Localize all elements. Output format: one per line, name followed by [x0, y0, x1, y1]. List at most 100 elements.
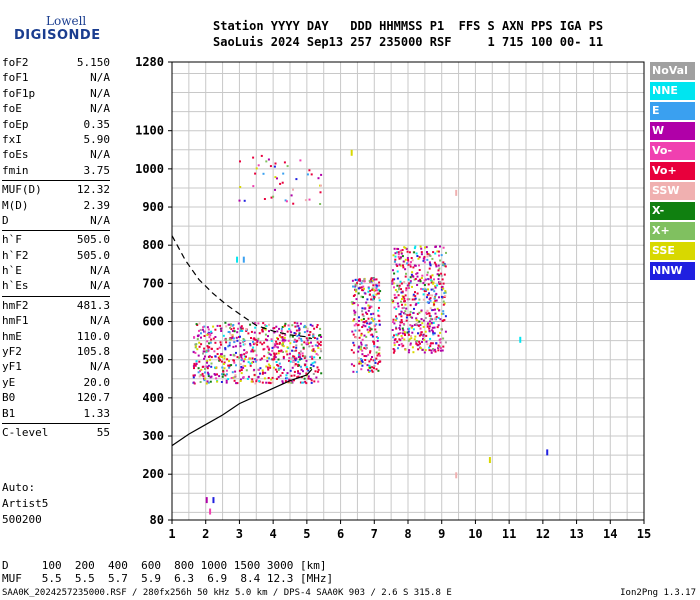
echo-point: [394, 289, 397, 291]
echo-point: [239, 329, 242, 332]
echo-point: [364, 344, 367, 347]
echo-point: [271, 346, 274, 349]
echo-point: [236, 356, 239, 359]
echo-point: [274, 344, 277, 347]
echo-point: [273, 355, 276, 358]
echo-point: [426, 293, 429, 296]
echo-point: [377, 353, 380, 355]
echo-point: [421, 288, 424, 291]
echo-point: [426, 323, 429, 326]
echo-point: [443, 319, 446, 322]
echo-point: [431, 342, 434, 345]
echo-point: [424, 246, 426, 249]
echo-point: [440, 274, 443, 277]
echo-point: [293, 332, 296, 334]
echo-point: [435, 318, 437, 321]
echo-point: [204, 377, 207, 380]
echo-point: [271, 381, 274, 384]
echo-point: [370, 277, 373, 280]
echo-point: [236, 339, 239, 342]
echo-point: [200, 332, 202, 335]
header-row-1: Station YYYY DAY DDD HHMMSS P1 FFS S AXN…: [213, 19, 604, 33]
param-key: hmE: [2, 329, 22, 343]
echo-point: [431, 309, 434, 312]
x-tick-label: 8: [404, 527, 411, 541]
echo-point: [273, 327, 276, 330]
echo-point: [439, 259, 442, 262]
echo-point: [357, 350, 360, 353]
echo-point: [404, 268, 407, 271]
echo-point: [393, 286, 395, 289]
echo-point: [230, 328, 233, 330]
echo-point: [208, 336, 211, 339]
echo-point: [407, 263, 410, 266]
echo-point: [206, 340, 209, 343]
echo-point: [201, 328, 204, 331]
echo-point: [401, 303, 403, 306]
echo-point: [264, 333, 267, 336]
echo-point: [239, 160, 241, 163]
echo-point: [291, 335, 294, 338]
param-row: B1 1.33: [2, 407, 110, 422]
echo-point: [216, 324, 219, 327]
echo-point: [265, 160, 268, 163]
echo-point: [436, 284, 439, 287]
echo-point: [430, 351, 433, 354]
echo-point: [282, 338, 285, 341]
echo-point: [234, 370, 237, 373]
echo-point: [406, 284, 409, 287]
echo-point: [320, 184, 322, 187]
echo-point: [419, 342, 421, 345]
echo-point: [228, 341, 231, 344]
echo-point: [293, 357, 296, 360]
echo-point: [285, 200, 288, 203]
echo-point: [401, 307, 404, 310]
echo-point: [239, 326, 242, 329]
echo-point: [396, 265, 399, 267]
echo-point: [368, 306, 371, 309]
echo-point: [365, 320, 368, 323]
echo-point: [314, 344, 317, 347]
echo-point: [294, 339, 297, 342]
echo-point: [273, 165, 276, 168]
echo-point: [255, 359, 258, 362]
echo-point: [434, 312, 437, 315]
echo-point: [235, 351, 237, 354]
echo-point: [426, 252, 429, 255]
echo-point: [269, 364, 272, 367]
echo-point: [403, 246, 406, 249]
echo-point: [392, 320, 394, 323]
echo-point: [408, 314, 411, 317]
echo-point: [252, 340, 254, 343]
echo-point: [352, 351, 355, 354]
echo-point: [422, 325, 425, 328]
echo-point: [286, 372, 289, 375]
echo-point: [233, 341, 236, 344]
echo-point: [429, 315, 432, 318]
echo-point: [436, 326, 439, 329]
echo-point: [220, 353, 223, 356]
echo-point: [276, 364, 279, 366]
echo-point: [355, 336, 358, 339]
echo-point: [315, 326, 318, 329]
echo-point: [358, 320, 360, 322]
echo-point: [360, 368, 363, 371]
echo-point: [262, 322, 265, 325]
param-value: 5.150: [76, 56, 110, 69]
echo-point: [208, 355, 211, 358]
echo-point: [437, 278, 440, 281]
echo-point: [402, 266, 405, 269]
echo-point: [391, 301, 394, 304]
echo-point: [203, 335, 206, 337]
echo-point: [355, 290, 357, 293]
echo-point: [442, 345, 445, 348]
echo-point: [271, 376, 274, 379]
echo-point: [409, 304, 412, 307]
echo-point: [392, 318, 395, 321]
echo-point: [361, 360, 364, 363]
echo-point: [400, 342, 403, 345]
echo-point: [352, 285, 354, 288]
echo-point: [295, 346, 298, 349]
echo-point: [408, 338, 411, 341]
echo-point: [418, 264, 420, 267]
